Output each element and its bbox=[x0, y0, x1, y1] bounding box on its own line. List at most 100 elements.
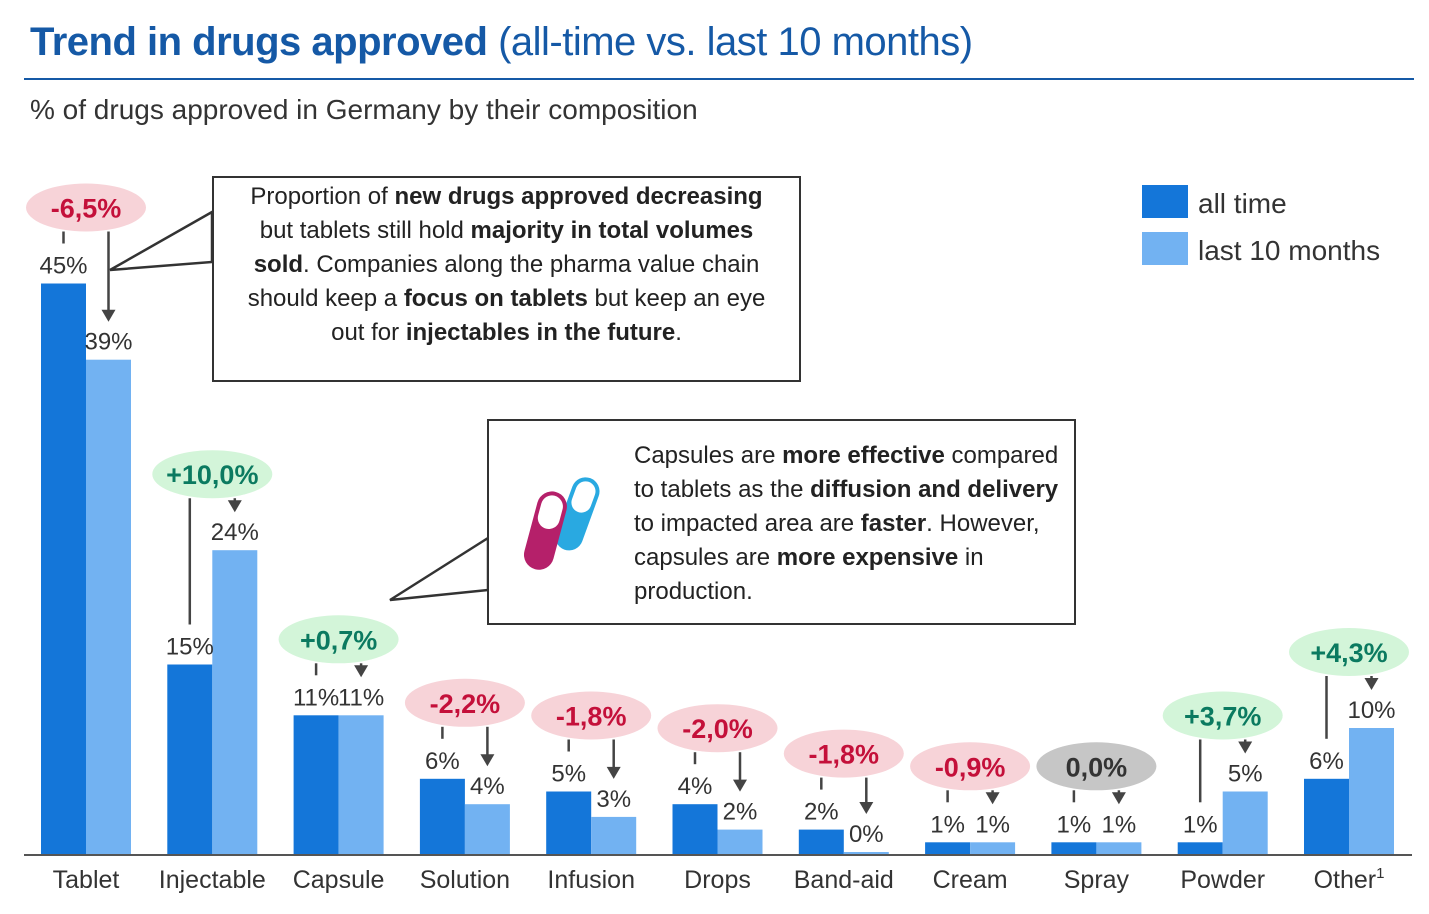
callout-text: . However, capsules are bbox=[634, 510, 1040, 571]
title-bold: Trend in drugs approved bbox=[30, 20, 488, 64]
category-label: Injectable bbox=[159, 866, 266, 894]
change-label: -1,8% bbox=[556, 702, 627, 732]
change-label: +0,7% bbox=[300, 625, 377, 655]
category-label: Drops bbox=[684, 866, 751, 894]
arrow-down-icon bbox=[227, 500, 242, 513]
bar-all-time bbox=[293, 715, 339, 855]
bar-all-time bbox=[167, 664, 213, 855]
category-label: Other1 bbox=[1314, 865, 1385, 894]
bar-last-10-months bbox=[591, 816, 637, 855]
arrow-down-icon bbox=[1111, 792, 1126, 805]
category-name: Drops bbox=[684, 866, 751, 894]
bar-all-time bbox=[672, 804, 718, 855]
bar-all-time bbox=[1177, 842, 1223, 855]
change-label: +4,3% bbox=[1310, 638, 1387, 668]
value-label-last-10-months: 10% bbox=[1347, 697, 1395, 724]
category-name: Spray bbox=[1064, 866, 1130, 894]
arrow-down-icon bbox=[606, 766, 621, 779]
arrow-down-icon bbox=[1364, 678, 1379, 690]
bar-last-10-months bbox=[970, 842, 1016, 855]
value-label-all-time: 1% bbox=[1183, 811, 1218, 838]
value-label-last-10-months: 24% bbox=[211, 519, 259, 546]
arrow-down-icon bbox=[101, 309, 116, 322]
change-label: -1,8% bbox=[809, 740, 880, 770]
change-label: -2,0% bbox=[682, 714, 753, 744]
category-label: Spray bbox=[1064, 866, 1130, 894]
change-badge bbox=[26, 183, 146, 232]
value-label-all-time: 1% bbox=[1057, 811, 1092, 838]
category-name: Infusion bbox=[547, 866, 635, 894]
category-name: Other bbox=[1314, 866, 1377, 894]
arrow-down-icon bbox=[354, 665, 369, 678]
value-label-last-10-months: 1% bbox=[1102, 811, 1137, 838]
bar-all-time bbox=[1304, 778, 1349, 855]
bar-last-10-months bbox=[86, 359, 131, 855]
change-badge bbox=[783, 729, 904, 778]
bar-all-time bbox=[41, 283, 86, 855]
change-label: -6,5% bbox=[51, 194, 122, 224]
callout-capsules: Capsules are more effective compared to … bbox=[487, 419, 1076, 625]
value-label-last-10-months: 2% bbox=[723, 799, 758, 826]
legend-label-all-time: all time bbox=[1198, 188, 1287, 219]
bar-last-10-months bbox=[717, 829, 763, 855]
change-badge bbox=[1289, 628, 1409, 676]
value-label-last-10-months: 39% bbox=[84, 329, 132, 356]
arrow-down-icon bbox=[1238, 741, 1253, 754]
bar-last-10-months bbox=[212, 550, 258, 855]
category-label: Solution bbox=[420, 866, 510, 894]
value-label-all-time: 5% bbox=[551, 761, 586, 788]
category-label: Band-aid bbox=[794, 866, 894, 894]
legend-swatch-last-10-months bbox=[1142, 232, 1188, 265]
arrow-down-icon bbox=[859, 802, 874, 814]
bar-all-time bbox=[925, 842, 971, 855]
change-badge bbox=[531, 691, 652, 740]
bar-last-10-months bbox=[1222, 791, 1268, 855]
change-badge bbox=[1036, 742, 1157, 791]
change-badge bbox=[1162, 691, 1283, 740]
value-label-last-10-months: 0% bbox=[849, 821, 884, 848]
callout-text: majority in total volumes sold bbox=[253, 217, 754, 278]
value-label-all-time: 6% bbox=[425, 748, 460, 775]
callout-text: faster bbox=[860, 510, 927, 537]
arrow-down-icon bbox=[733, 779, 747, 792]
bar-last-10-months bbox=[464, 804, 510, 855]
bar-last-10-months bbox=[843, 852, 889, 855]
bar-all-time bbox=[419, 778, 465, 855]
callout-text: to impacted area are bbox=[634, 510, 861, 537]
category-label: Tablet bbox=[53, 866, 120, 894]
page-title: Trend in drugs approved (all-time vs. la… bbox=[30, 20, 973, 65]
bar-all-time bbox=[798, 829, 844, 855]
value-label-all-time: 1% bbox=[930, 811, 965, 838]
category-name: Tablet bbox=[53, 866, 120, 894]
change-label: -0,9% bbox=[935, 752, 1006, 782]
category-label: Infusion bbox=[547, 866, 635, 894]
callout-text: . bbox=[675, 319, 682, 346]
category-label: Powder bbox=[1180, 866, 1265, 894]
callout-text: . Companies along the pharma value chain… bbox=[247, 251, 760, 312]
change-badge bbox=[910, 742, 1031, 791]
change-badge bbox=[152, 450, 273, 499]
change-label: -2,2% bbox=[430, 689, 501, 719]
bar-last-10-months bbox=[1349, 728, 1394, 855]
callout-text: in production. bbox=[634, 544, 984, 605]
bar-all-time bbox=[1051, 842, 1097, 855]
value-label-all-time: 15% bbox=[166, 634, 214, 661]
callout-text: compared to tablets as the bbox=[634, 442, 1059, 503]
change-badge bbox=[404, 678, 525, 727]
callout-text: more expensive bbox=[776, 544, 959, 571]
value-label-last-10-months: 11% bbox=[338, 684, 384, 711]
capsule-pills-icon bbox=[523, 477, 600, 570]
arrow-down-icon bbox=[480, 754, 495, 767]
callout-text: Capsules are bbox=[634, 442, 783, 469]
value-label-last-10-months: 5% bbox=[1228, 761, 1263, 788]
value-label-all-time: 45% bbox=[39, 253, 87, 280]
arrow-down-icon bbox=[985, 792, 1000, 805]
value-label-all-time: 4% bbox=[678, 773, 713, 800]
category-name: Powder bbox=[1180, 866, 1265, 894]
category-name: Solution bbox=[420, 866, 510, 894]
callout-tablets: Proportion of new drugs approved decreas… bbox=[212, 176, 801, 382]
change-label: +10,0% bbox=[166, 460, 258, 490]
title-rest: (all-time vs. last 10 months) bbox=[498, 20, 973, 64]
callout-pointer bbox=[389, 535, 490, 602]
